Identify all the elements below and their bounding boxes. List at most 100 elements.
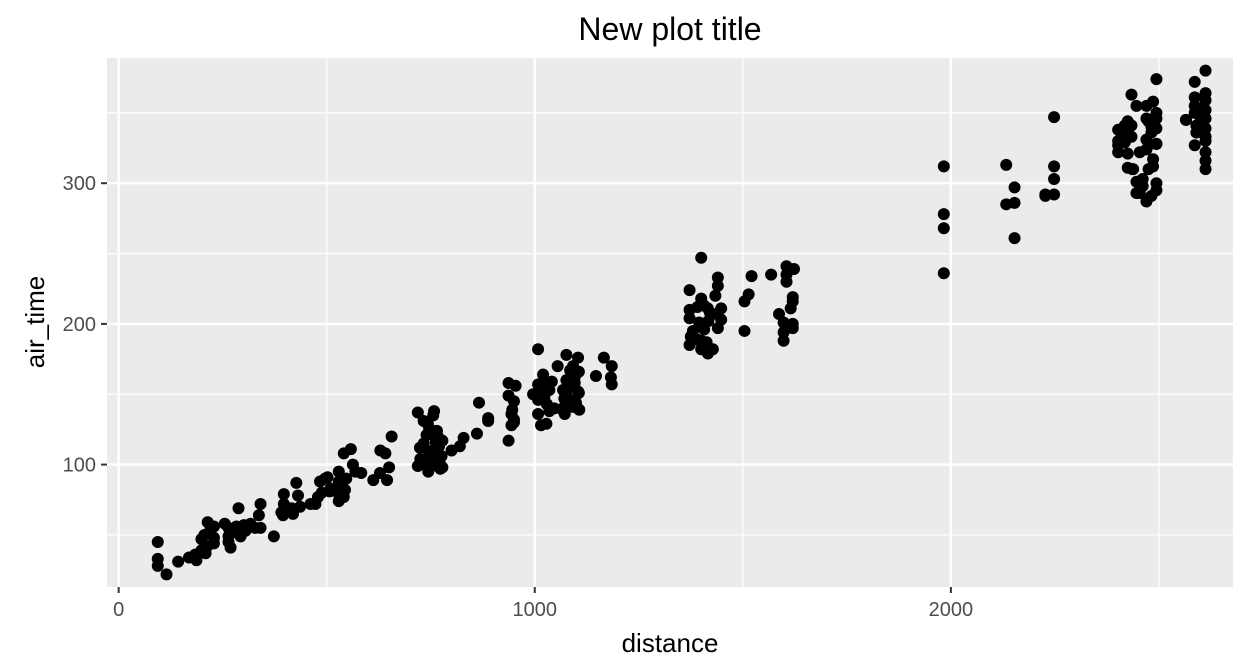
data-point — [482, 412, 495, 425]
data-point — [1048, 111, 1061, 124]
data-point — [436, 434, 449, 447]
data-point — [572, 365, 585, 378]
data-point — [589, 369, 602, 382]
data-point — [232, 502, 245, 515]
x-tick-label: 1000 — [513, 599, 558, 621]
data-point — [715, 313, 728, 326]
data-point — [1048, 172, 1061, 185]
data-point — [788, 263, 801, 276]
data-point — [937, 208, 950, 221]
data-point — [1199, 130, 1212, 143]
data-point — [339, 483, 352, 496]
y-axis-title: air_time — [20, 276, 50, 368]
data-point — [332, 465, 345, 478]
data-point — [745, 270, 758, 283]
data-point — [151, 535, 164, 548]
data-point — [786, 291, 799, 304]
data-point — [340, 472, 353, 485]
data-point — [937, 267, 950, 280]
data-point — [507, 416, 520, 429]
data-point — [605, 378, 618, 391]
data-point — [1188, 75, 1201, 88]
data-point — [738, 324, 751, 337]
data-point — [291, 489, 304, 502]
data-point — [1150, 137, 1163, 150]
data-point — [1150, 122, 1163, 135]
data-point — [1136, 180, 1149, 193]
data-point — [786, 317, 799, 330]
data-point — [715, 302, 728, 315]
data-point — [1199, 146, 1212, 159]
x-tick-label: 2000 — [929, 599, 974, 621]
data-point — [597, 351, 610, 364]
data-point — [605, 360, 618, 373]
data-point — [558, 407, 571, 420]
data-point — [545, 375, 558, 388]
major-grid — [107, 58, 1233, 587]
x-axis-title: distance — [622, 628, 719, 658]
data-point — [532, 407, 545, 420]
data-point — [1048, 188, 1061, 201]
data-point — [207, 520, 220, 533]
data-point — [1048, 160, 1061, 173]
data-point — [937, 222, 950, 235]
data-point — [706, 343, 719, 356]
data-point — [428, 405, 441, 418]
x-axis-ticks: 0 1000 2000 — [113, 587, 973, 621]
data-point — [1125, 88, 1138, 101]
data-point — [1000, 158, 1013, 171]
data-point — [1130, 99, 1143, 112]
data-point — [277, 488, 290, 501]
data-point — [379, 447, 392, 460]
data-point — [290, 476, 303, 489]
data-point — [1199, 87, 1212, 100]
data-point — [695, 251, 708, 264]
data-point — [507, 395, 520, 408]
data-point — [1150, 73, 1163, 86]
data-point — [548, 402, 561, 415]
data-point — [537, 368, 550, 381]
data-point — [254, 521, 267, 534]
data-point — [509, 379, 522, 392]
data-point — [1188, 139, 1201, 152]
data-point — [1147, 153, 1160, 166]
data-point — [572, 386, 585, 399]
y-tick-label: 200 — [63, 314, 96, 336]
data-point — [381, 474, 394, 487]
data-point — [1199, 154, 1212, 167]
data-point — [1199, 64, 1212, 77]
data-point — [1199, 122, 1212, 135]
data-point — [1125, 130, 1138, 143]
data-point — [435, 450, 448, 463]
data-point — [151, 559, 164, 572]
data-point — [1188, 91, 1201, 104]
data-point — [1150, 106, 1163, 119]
data-point — [207, 531, 220, 544]
data-point — [780, 275, 793, 288]
data-point — [683, 312, 696, 325]
data-point — [267, 530, 280, 543]
data-point — [1008, 196, 1021, 209]
data-point — [573, 403, 586, 416]
data-point — [765, 268, 778, 281]
data-point — [709, 289, 722, 302]
data-point — [1199, 112, 1212, 125]
data-point — [224, 541, 237, 554]
data-point — [1199, 163, 1212, 176]
data-point — [1125, 119, 1138, 132]
plot-title: New plot title — [578, 11, 761, 47]
data-point — [502, 434, 515, 447]
data-point — [252, 509, 265, 522]
data-point — [560, 348, 573, 361]
data-point — [1179, 113, 1192, 126]
data-point — [470, 427, 483, 440]
data-point — [385, 430, 398, 443]
data-point — [383, 461, 396, 474]
data-point — [711, 271, 724, 284]
data-point — [1150, 184, 1163, 197]
data-point — [742, 288, 755, 301]
data-point — [540, 417, 553, 430]
data-point — [1190, 126, 1203, 139]
data-point — [572, 351, 585, 364]
